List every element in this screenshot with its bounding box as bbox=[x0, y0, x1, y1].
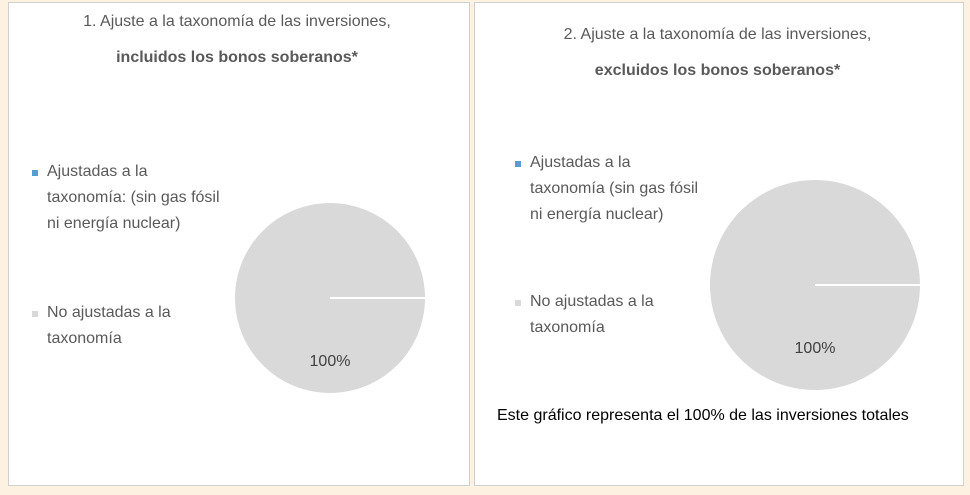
data-label: 100% bbox=[310, 353, 351, 370]
legend-label: No ajustadas a la taxonomía bbox=[530, 293, 654, 336]
chart-title: 2. Ajuste a la taxonomía de las inversio… bbox=[525, 17, 910, 89]
chart-title: 1. Ajuste a la taxonomía de las inversio… bbox=[82, 4, 392, 76]
legend-marker bbox=[32, 170, 38, 176]
legend-marker bbox=[515, 161, 521, 167]
legend-label: Ajustadas a la taxonomía: (sin gas fósil… bbox=[47, 163, 220, 232]
legend-label: No ajustadas a la taxonomía bbox=[47, 304, 171, 347]
note: Este gráfico representa el 100% de las i… bbox=[497, 407, 909, 424]
title-text: 1. Ajuste a la taxonomía de las inversio… bbox=[83, 13, 391, 30]
legend-marker bbox=[515, 300, 521, 306]
title-text: 2. Ajuste a la taxonomía de las inversio… bbox=[563, 26, 872, 43]
title-bold: incluidos los bonos soberanos* bbox=[116, 49, 358, 66]
title-bold: excluidos los bonos soberanos* bbox=[594, 62, 841, 79]
legend-marker bbox=[32, 311, 38, 317]
legend-label: Ajustadas a la taxonomía (sin gas fósil … bbox=[530, 154, 699, 223]
data-label: 100% bbox=[795, 340, 836, 357]
